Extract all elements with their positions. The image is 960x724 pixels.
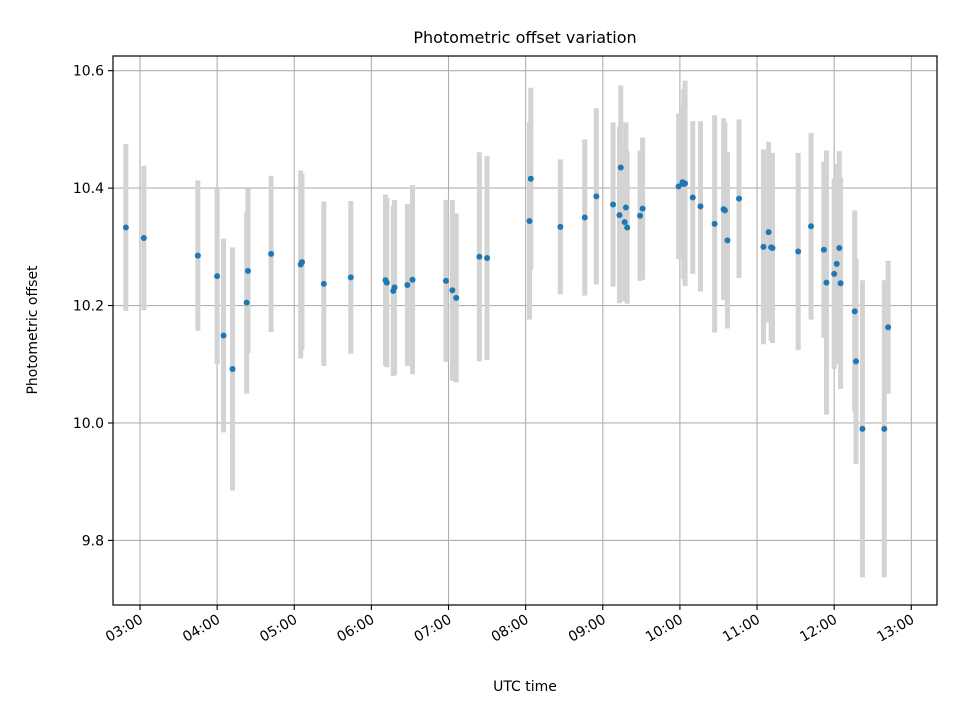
y-tick-label: 10.6 [73,64,104,80]
data-point [622,204,629,211]
data-point [214,273,221,280]
x-tick-label: 04:00 [180,612,223,646]
x-tick-label: 10:00 [643,612,686,646]
x-axis-ticks: 03:00 04:00 05:00 06:00 07:00 08:00 09:00 10:00… [103,605,917,646]
x-tick-label: 07:00 [412,612,455,646]
data-point [268,250,275,257]
data-point [409,276,416,283]
data-point [298,259,305,266]
data-point [795,248,802,255]
data-point [484,254,491,261]
data-point [404,281,411,288]
data-point [194,252,201,259]
data-point [557,223,564,230]
data-point [449,287,456,294]
data-point [833,260,840,267]
x-tick-label: 11:00 [720,612,763,646]
y-axis-ticks: 9.8 10.0 10.2 10.4 10.6 [73,64,113,549]
data-point [885,324,892,331]
x-tick-label: 09:00 [566,612,609,646]
data-point [881,425,888,432]
data-point [820,246,827,253]
data-point [837,280,844,287]
data-point [724,237,731,244]
data-point [244,267,251,274]
data-point [682,180,689,187]
data-point [347,274,354,281]
error-bars [123,80,891,578]
data-point [243,299,250,306]
data-point [616,212,623,219]
data-point [391,284,398,291]
x-tick-label: 05:00 [257,612,300,646]
x-axis-label: UTC time [493,679,557,695]
data-point [617,164,624,171]
data-point [140,235,147,242]
data-point [836,245,843,252]
data-point [711,220,718,227]
data-point [220,332,227,339]
data-point [721,207,728,214]
data-point [526,217,533,224]
y-tick-label: 10.4 [73,181,104,197]
data-point [610,201,617,208]
data-point [527,175,534,182]
data-point [320,280,327,287]
y-tick-label: 10.2 [73,299,104,315]
data-point [581,214,588,221]
data-point [637,212,644,219]
data-point [851,308,858,315]
data-point [765,229,772,236]
x-tick-label: 03:00 [103,612,146,646]
data-point [639,205,646,212]
x-tick-label: 08:00 [489,612,532,646]
data-point [853,358,860,365]
data-point [122,224,129,231]
data-point [442,277,449,284]
data-point [593,193,600,200]
plot-frame [112,55,938,606]
data-point [736,195,743,202]
data-points [122,164,892,432]
data-point [624,224,631,231]
y-axis-label: Photometric offset [25,265,41,395]
data-point [831,270,838,277]
y-tick-label: 9.8 [82,533,104,549]
data-point [453,294,460,301]
data-point [675,183,682,190]
data-point [859,425,866,432]
data-point [621,219,628,226]
y-tick-label: 10.0 [73,416,104,432]
data-point [229,365,236,372]
data-point [476,253,483,260]
x-tick-label: 06:00 [334,612,377,646]
x-tick-label: 12:00 [797,612,840,646]
data-point [760,243,767,250]
data-point [697,203,704,210]
data-point [808,223,815,230]
data-point [383,279,390,286]
data-point [769,245,776,252]
data-point [689,194,696,201]
data-point [823,279,830,286]
x-tick-label: 13:00 [874,612,917,646]
chart-title: Photometric offset variation [413,28,636,47]
